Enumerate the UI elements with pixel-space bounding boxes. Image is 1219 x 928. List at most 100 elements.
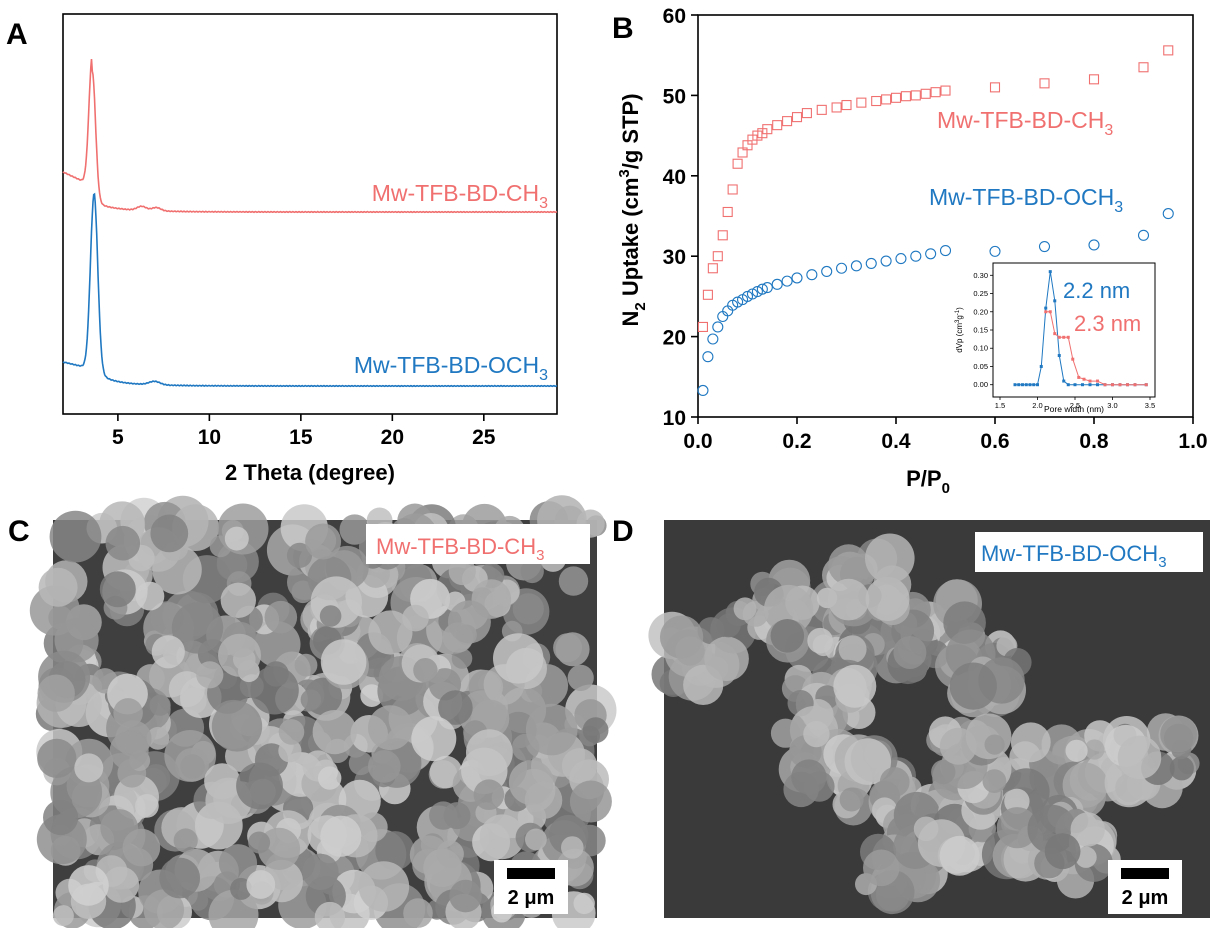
sem-particle [525, 703, 578, 756]
pore-size-inset: 1.5 2.0 2.5 3.0 3.5 0.00 0.05 0.10 0.15 0.20 0.25 0… [955, 262, 1156, 414]
sem-particle [827, 578, 870, 621]
sem-particle [220, 582, 256, 618]
sem-particle [770, 619, 805, 653]
sem-particle [278, 739, 302, 763]
bet-point-ch3 [717, 230, 728, 241]
sem-particle [828, 544, 869, 586]
sem-particle [146, 726, 170, 750]
bet-point-och3 [771, 278, 783, 290]
sem-particle [196, 661, 224, 689]
sem-particle [360, 684, 384, 707]
inset-axes: 1.5 2.0 2.5 3.0 3.5 0.00 0.05 0.10 0.15 0.20 0.25 0… [973, 271, 1155, 410]
xrd-line-och3 [62, 192, 558, 388]
inset-series [1013, 270, 1148, 387]
sem-particle [803, 720, 830, 748]
panel-letter-b: B [612, 12, 634, 45]
bet-y-tick-label: 50 [663, 85, 686, 108]
sem-particle [675, 636, 705, 666]
bet-x-tick-label: 0.4 [881, 430, 911, 453]
bet-point-ch3 [707, 263, 718, 274]
sem-particle [305, 523, 342, 560]
bet-point-ch3 [871, 95, 882, 107]
inset-y-tick-label: 0.15 [973, 326, 988, 335]
inset-point [1024, 383, 1028, 387]
bet-point-och3 [1162, 208, 1174, 220]
sem-particle [105, 525, 141, 561]
sem-particle [939, 727, 977, 765]
inset-point [1103, 383, 1107, 387]
xrd-x-tick-label: 25 [472, 426, 496, 449]
inset-point [1039, 364, 1043, 368]
sem-particle [264, 600, 298, 634]
sem-particle [984, 734, 1005, 755]
sem-particle [168, 671, 205, 708]
inset-point [1048, 310, 1052, 314]
sem-particle [294, 653, 318, 677]
bet-x-tick-label: 0.6 [980, 430, 1009, 453]
sem-particle [358, 861, 410, 912]
sem-image-och3: Mw-TFB-BD-OCH3 2 μm [648, 520, 1210, 918]
inset-y-tick-label: 0.20 [973, 307, 988, 316]
sem-image-ch3: Mw-TFB-BD-CH3 2 μm [29, 495, 617, 928]
inset-x-tick-label: 2.5 [1070, 401, 1080, 410]
sem-particle [218, 633, 261, 677]
inset-point [1036, 383, 1039, 387]
sem-particle [314, 901, 346, 928]
bet-point-ch3 [989, 82, 1001, 93]
sem-particle [319, 605, 342, 627]
sem-particle [558, 566, 589, 596]
sem-particle [512, 593, 544, 625]
bet-point-och3 [697, 384, 709, 397]
bet-point-och3 [741, 290, 754, 302]
sem-particle [403, 898, 433, 928]
sem-particle [931, 759, 956, 785]
sem-particle [807, 627, 833, 654]
sem-particle [302, 853, 339, 890]
sem-particle [839, 787, 864, 812]
sem-particle [553, 633, 583, 663]
inset-point [1066, 335, 1070, 339]
sem-particle [411, 716, 457, 762]
bet-point-och3 [989, 245, 1001, 257]
xrd-x-axis: 5 10 15 20 25 [112, 414, 496, 449]
sem-particle [763, 584, 814, 635]
sem-particle [436, 840, 464, 868]
bet-point-och3 [880, 255, 892, 267]
bet-point-ch3 [712, 251, 723, 262]
sem-particle [135, 794, 159, 818]
inset-point [1057, 335, 1061, 339]
bet-point-ch3 [816, 104, 827, 115]
bet-series [697, 45, 1174, 397]
bet-point-ch3 [722, 206, 733, 218]
inset-point [1088, 383, 1092, 387]
sem-particle [804, 771, 835, 802]
bet-axes: 0.0 0.2 0.4 0.6 0.8 1.0 10 20 30 40 50 60 [663, 5, 1208, 453]
sem-particle [52, 905, 74, 927]
sem-particle [1117, 735, 1162, 780]
inset-point [1013, 383, 1017, 387]
bet-point-ch3 [841, 99, 852, 111]
inset-y-tick-label: 0.00 [973, 380, 988, 389]
bet-point-ch3 [920, 88, 931, 99]
sem-particle [402, 604, 429, 632]
sem-particle [524, 781, 563, 819]
bet-x-tick-label: 0.8 [1079, 430, 1109, 453]
inset-point [1048, 270, 1052, 274]
inset-peak-label-red: 2.3 nm [1074, 311, 1141, 336]
sem-particle [451, 648, 473, 669]
sem-particle [320, 815, 362, 857]
sem-particle [291, 580, 315, 604]
scale-bar-c [507, 868, 555, 879]
inset-point [1053, 332, 1057, 336]
sem-particle [208, 889, 259, 928]
sem-label-box-ch3 [366, 524, 590, 564]
panel-letter-a: A [6, 18, 28, 51]
inset-point [1077, 375, 1081, 379]
sem-particle [582, 717, 609, 744]
inset-point [1057, 354, 1061, 358]
bet-point-och3 [1038, 241, 1051, 253]
inset-point [1126, 383, 1129, 387]
bet-point-och3 [702, 351, 714, 363]
bet-point-och3 [761, 282, 773, 294]
